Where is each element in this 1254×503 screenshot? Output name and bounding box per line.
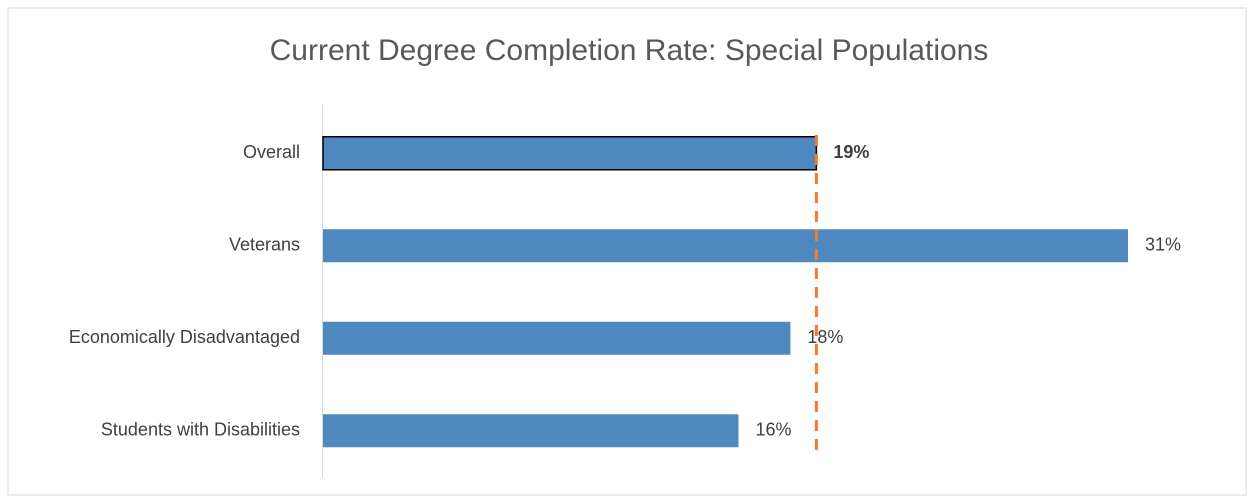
category-label: Overall (243, 142, 300, 162)
value-label: 16% (755, 420, 791, 440)
category-label: Students with Disabilities (101, 420, 300, 440)
category-label: Economically Disadvantaged (69, 327, 300, 347)
value-label: 18% (807, 327, 843, 347)
chart-title: Current Degree Completion Rate: Special … (270, 34, 989, 67)
value-label: 19% (833, 142, 869, 162)
bar (323, 321, 791, 355)
bar (323, 229, 1128, 263)
bar (322, 136, 818, 171)
value-label: 31% (1145, 235, 1181, 255)
category-label: Veterans (229, 235, 300, 255)
bar (323, 414, 739, 448)
